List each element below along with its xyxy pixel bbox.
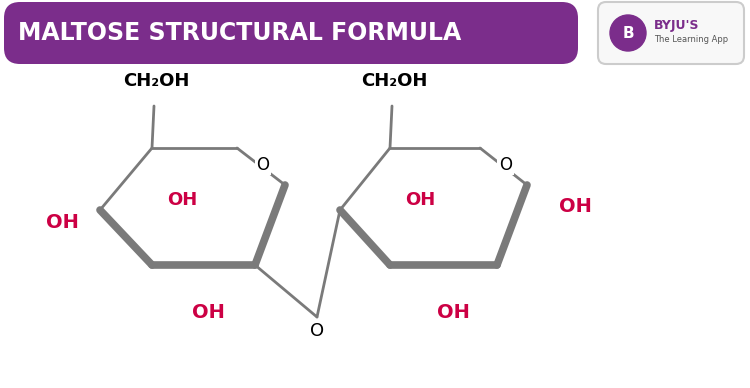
Text: OH: OH <box>46 213 79 232</box>
Text: OH: OH <box>559 197 592 217</box>
Circle shape <box>610 15 646 51</box>
Text: OH: OH <box>436 303 470 322</box>
FancyBboxPatch shape <box>598 2 744 64</box>
Text: O: O <box>499 156 512 173</box>
Text: MALTOSE STRUCTURAL FORMULA: MALTOSE STRUCTURAL FORMULA <box>18 21 461 45</box>
Text: O: O <box>310 322 324 340</box>
Text: CH₂OH: CH₂OH <box>123 72 189 90</box>
Text: O: O <box>256 156 269 173</box>
Text: The Learning App: The Learning App <box>654 35 728 45</box>
Text: B: B <box>622 26 634 40</box>
FancyBboxPatch shape <box>4 2 578 64</box>
Text: BYJU'S: BYJU'S <box>654 19 700 31</box>
Text: OH: OH <box>166 191 197 209</box>
Text: OH: OH <box>405 191 435 209</box>
Text: CH₂OH: CH₂OH <box>361 72 428 90</box>
Text: OH: OH <box>191 303 224 322</box>
